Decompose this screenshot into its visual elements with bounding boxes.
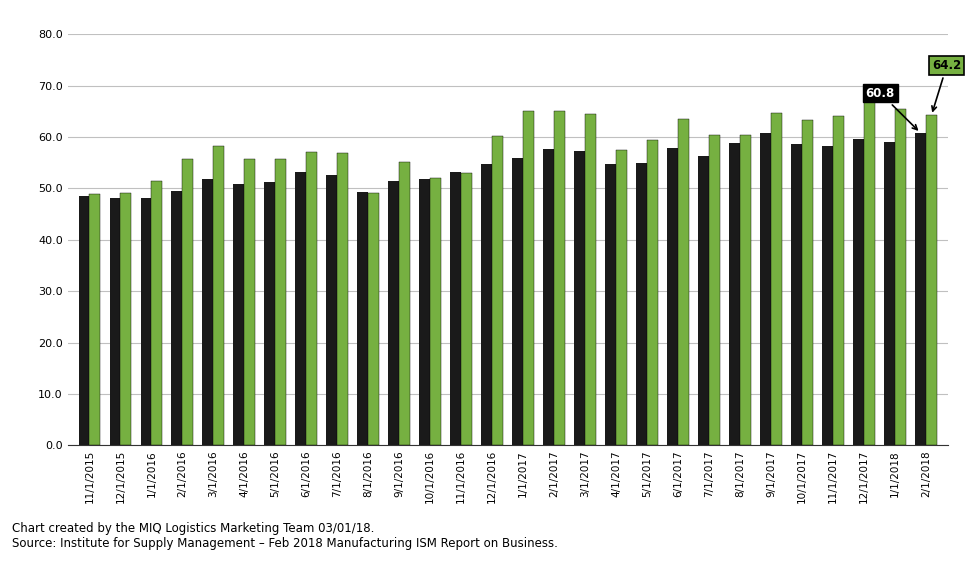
Bar — [451, 172, 461, 445]
Bar — [760, 133, 771, 445]
Bar — [667, 148, 678, 445]
Bar — [183, 159, 193, 445]
Bar — [729, 143, 740, 445]
Bar — [698, 156, 709, 445]
Bar — [616, 150, 627, 445]
Bar — [171, 191, 183, 445]
Bar — [152, 180, 162, 445]
Bar — [327, 175, 337, 445]
Bar — [884, 142, 895, 445]
Bar — [264, 182, 276, 445]
Bar — [636, 163, 647, 445]
Bar — [554, 111, 565, 445]
Bar — [523, 111, 534, 445]
Bar — [709, 135, 719, 445]
Text: Chart created by the MIQ Logistics Marketing Team 03/01/18.
Source: Institute fo: Chart created by the MIQ Logistics Marke… — [12, 522, 558, 550]
Bar — [647, 139, 658, 445]
Bar — [864, 99, 875, 445]
Bar — [543, 149, 554, 445]
Bar — [296, 172, 307, 445]
Bar — [389, 180, 399, 445]
Bar — [740, 135, 751, 445]
Bar — [574, 151, 585, 445]
Bar — [605, 164, 616, 445]
Bar — [461, 173, 472, 445]
Bar — [337, 153, 348, 445]
Bar — [276, 159, 286, 445]
Bar — [307, 152, 317, 445]
Bar — [822, 146, 833, 445]
Bar — [245, 159, 255, 445]
Bar — [430, 178, 441, 445]
Bar — [368, 193, 379, 445]
Bar — [895, 109, 906, 445]
Bar — [120, 192, 132, 445]
Bar — [202, 179, 214, 445]
Bar — [420, 179, 430, 445]
Bar — [482, 164, 492, 445]
Text: 64.2: 64.2 — [932, 59, 961, 111]
Bar — [915, 133, 926, 445]
Bar — [771, 114, 782, 445]
Bar — [833, 116, 844, 445]
Bar — [89, 194, 101, 445]
Bar — [802, 119, 813, 445]
Bar — [791, 144, 802, 445]
Bar — [140, 198, 152, 445]
Bar — [399, 162, 410, 445]
Bar — [358, 191, 368, 445]
Bar — [513, 158, 523, 445]
Bar — [678, 119, 689, 445]
Bar — [78, 196, 89, 445]
Bar — [492, 136, 503, 445]
Bar — [853, 139, 864, 445]
Bar — [214, 146, 224, 445]
Bar — [233, 184, 245, 445]
Text: 60.8: 60.8 — [865, 87, 918, 130]
Bar — [109, 198, 120, 445]
Bar — [926, 115, 937, 445]
Bar — [585, 114, 596, 445]
